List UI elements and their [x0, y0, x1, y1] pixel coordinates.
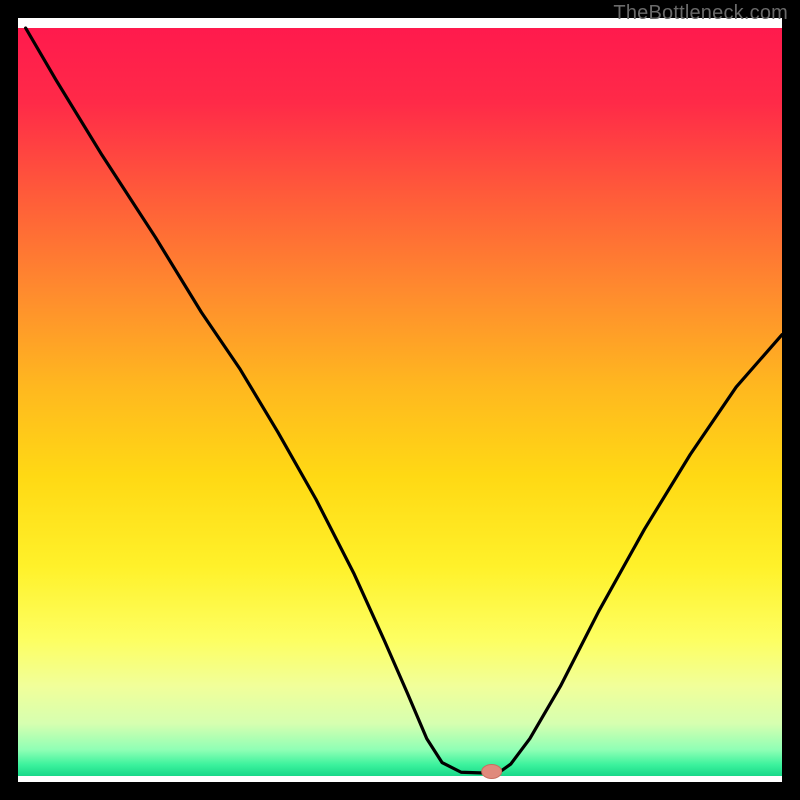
plot-background: [18, 28, 782, 776]
chart-svg: [0, 0, 800, 800]
watermark-text: TheBottleneck.com: [613, 2, 788, 25]
bottleneck-chart: TheBottleneck.com: [0, 0, 800, 800]
optimal-point-marker: [482, 765, 502, 779]
